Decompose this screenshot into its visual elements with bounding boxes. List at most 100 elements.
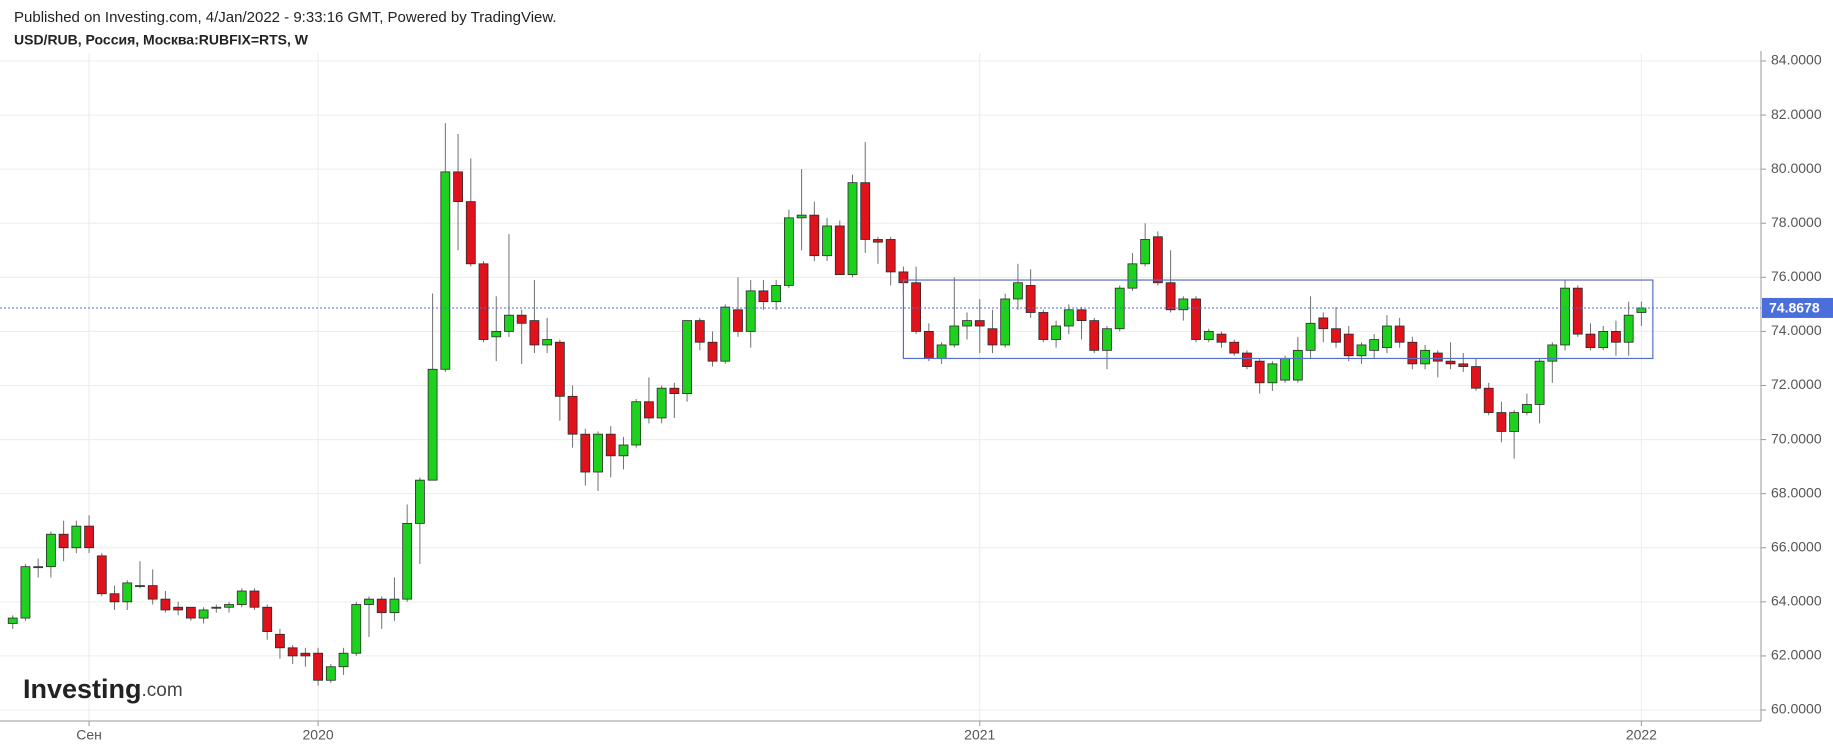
candle-body	[300, 652, 311, 657]
candle-body	[593, 433, 603, 473]
y-tick-label: 82.0000	[1771, 106, 1822, 122]
candle-body	[96, 555, 107, 595]
candle-body	[1598, 331, 1609, 349]
candle-body	[1534, 360, 1545, 405]
x-tick-label: 2022	[1626, 727, 1657, 743]
candle-body	[465, 201, 476, 265]
candle-body	[376, 598, 387, 614]
x-tick-label: Сен	[76, 727, 102, 743]
candle-body	[33, 566, 44, 569]
candle-body	[135, 585, 145, 588]
candle-body	[185, 606, 196, 619]
candle-body	[1356, 344, 1367, 357]
candle-body	[1063, 309, 1074, 327]
candle-body	[974, 320, 985, 327]
candle-body	[364, 598, 374, 605]
candle-body	[860, 182, 871, 240]
candle-body	[1140, 239, 1151, 265]
candle-body	[325, 666, 336, 681]
candle-body	[554, 341, 565, 397]
candle-body	[542, 339, 553, 346]
candle-body	[1292, 349, 1303, 381]
logo-suffix: .com	[142, 680, 183, 701]
candle-body	[1216, 333, 1227, 343]
candle-body	[1038, 312, 1049, 340]
candle-body	[7, 617, 18, 624]
candle-body	[707, 341, 718, 362]
candle-body	[936, 344, 947, 359]
published-note: Published on Investing.com, 4/Jan/2022 -…	[14, 9, 557, 26]
candle-body	[1254, 360, 1265, 384]
candle-body	[720, 306, 731, 362]
candle-body	[834, 225, 845, 276]
candle-body	[1521, 404, 1532, 413]
candle-body	[605, 433, 616, 457]
y-tick-label: 74.0000	[1771, 322, 1822, 338]
candle-body	[1623, 314, 1634, 343]
candle-body	[236, 590, 247, 605]
y-tick-label: 78.0000	[1771, 214, 1822, 230]
y-tick-label: 60.0000	[1771, 701, 1822, 717]
candle-body	[1229, 341, 1240, 354]
candle-body	[669, 387, 680, 395]
candle-body	[682, 320, 692, 395]
candle-body	[529, 320, 540, 346]
y-tick-label: 66.0000	[1771, 538, 1822, 554]
last-price-label: 74.8678	[1769, 300, 1820, 316]
candle-body	[1267, 363, 1278, 384]
candle-body	[1089, 320, 1100, 351]
candle-body	[809, 214, 820, 257]
candle-body	[147, 585, 158, 600]
candle-body	[109, 593, 120, 603]
candle-body	[1636, 307, 1647, 313]
candle-body	[160, 598, 171, 611]
candle-body	[733, 309, 743, 332]
candle-body	[911, 282, 922, 332]
candle-body	[631, 401, 642, 446]
candle-body	[1076, 309, 1087, 321]
y-tick-label: 70.0000	[1771, 430, 1822, 446]
candle-body	[211, 606, 222, 609]
candle-body	[313, 652, 323, 681]
candle-body	[567, 395, 578, 435]
logo-brand: Investing	[23, 674, 142, 704]
candle-body	[427, 368, 438, 481]
x-tick-label: 2021	[964, 727, 995, 743]
candle-body	[1178, 298, 1189, 311]
candle-body	[1318, 317, 1329, 330]
y-tick-label: 84.0000	[1771, 52, 1822, 68]
candle-body	[478, 263, 489, 340]
candle-body	[1013, 282, 1023, 300]
candle-body	[1369, 339, 1380, 351]
candle-body	[1025, 285, 1036, 313]
y-tick-label: 64.0000	[1771, 593, 1822, 609]
candle-body	[822, 225, 832, 257]
candle-body	[1343, 333, 1354, 357]
candle-body	[783, 217, 794, 286]
candle-body	[402, 523, 413, 600]
candle-body	[491, 331, 502, 338]
candle-body	[1471, 366, 1481, 389]
y-tick-label: 68.0000	[1771, 484, 1822, 500]
candle-body	[1445, 360, 1456, 365]
x-tick-label: 2020	[303, 727, 334, 743]
candle-body	[71, 525, 82, 549]
candle-body	[224, 604, 234, 608]
candle-body	[389, 598, 400, 614]
candle-body	[1203, 331, 1214, 340]
candle-body	[414, 479, 425, 524]
candle-body	[1382, 325, 1392, 349]
y-tick-label: 72.0000	[1771, 376, 1822, 392]
y-tick-label: 76.0000	[1771, 268, 1822, 284]
candle-body	[1483, 387, 1494, 413]
candle-body	[84, 525, 94, 549]
candle-body	[351, 604, 362, 654]
candle-body	[1305, 322, 1316, 351]
candle-body	[1331, 328, 1341, 343]
candle-body	[20, 566, 31, 619]
candle-body	[287, 647, 298, 657]
candle-body	[771, 285, 782, 303]
plot-area: 60.0000 62.0000 64.0000 66.0000 68.0000 70.00…	[0, 51, 1833, 743]
